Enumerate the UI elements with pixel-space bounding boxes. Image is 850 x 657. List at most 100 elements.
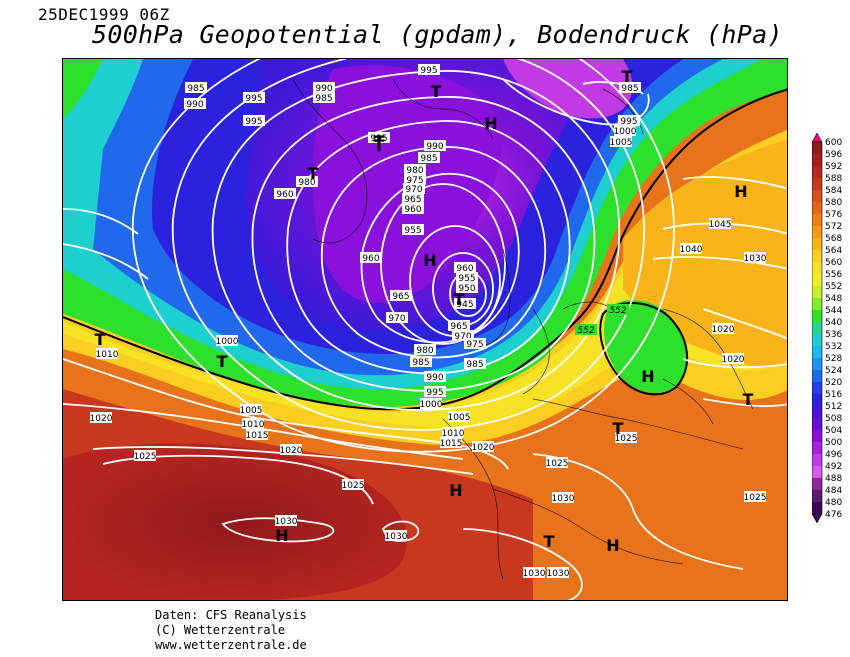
- svg-text:1020: 1020: [280, 446, 303, 456]
- legend-arrow-bottom: [811, 513, 823, 524]
- isobar-label: 1025: [744, 491, 766, 503]
- svg-text:1020: 1020: [712, 325, 735, 335]
- svg-text:990: 990: [186, 100, 203, 110]
- low-center-marker: T: [613, 419, 624, 438]
- isobar-label: 980: [404, 164, 426, 176]
- legend-tick-label: 520: [825, 378, 842, 388]
- isobar-label: 955: [402, 224, 424, 236]
- isobar-label: 1005: [610, 136, 633, 148]
- isobar-label: 975: [464, 338, 486, 350]
- low-center-marker: T: [95, 330, 106, 349]
- legend-swatch: [812, 406, 822, 418]
- legend-swatch: [812, 274, 822, 286]
- isobar-label: 1020: [472, 441, 495, 453]
- legend-swatch: [812, 178, 822, 190]
- isobar-label: 995: [418, 64, 440, 76]
- isobar-label: 945: [454, 298, 476, 310]
- svg-text:995: 995: [420, 66, 437, 76]
- isobar-label: 1025: [134, 450, 156, 462]
- isobar-label: 960: [360, 252, 382, 264]
- isobar-label: 1000: [614, 125, 637, 137]
- legend-tick-label: 484: [825, 486, 842, 496]
- legend-tick-label: 568: [825, 234, 842, 244]
- legend-tick-label: 540: [825, 318, 842, 328]
- isobar-label: 1020: [722, 353, 745, 365]
- isobar-label: 995: [368, 132, 390, 144]
- low-center-marker: T: [454, 290, 465, 309]
- svg-text:980: 980: [298, 178, 315, 188]
- svg-text:1005: 1005: [610, 138, 633, 148]
- svg-text:975: 975: [406, 176, 423, 186]
- legend-tick-label: 476: [825, 510, 842, 520]
- svg-text:990: 990: [315, 84, 332, 94]
- svg-text:1005: 1005: [240, 406, 263, 416]
- svg-text:965: 965: [450, 322, 467, 332]
- legend-tick-label: 556: [825, 270, 842, 280]
- svg-text:1000: 1000: [614, 127, 637, 137]
- legend-tick-label: 480: [825, 498, 842, 508]
- isobar-label: 1030: [552, 492, 575, 504]
- svg-text:1040: 1040: [680, 245, 703, 255]
- footer: Daten: CFS Reanalysis (C) Wetterzentrale…: [155, 608, 307, 653]
- svg-text:985: 985: [187, 84, 204, 94]
- legend-swatch: [812, 502, 822, 514]
- svg-text:1025: 1025: [342, 481, 365, 491]
- isobar-label: 965: [402, 193, 424, 205]
- isobar-label: 1030: [275, 515, 298, 527]
- legend-swatch: [812, 358, 822, 370]
- isobar-label: 960: [402, 203, 424, 215]
- legend-tick-label: 592: [825, 162, 842, 172]
- svg-text:975: 975: [466, 340, 483, 350]
- isobar-label: 1045: [709, 218, 731, 230]
- legend-swatch: [812, 490, 822, 502]
- low-center-marker: T: [622, 67, 633, 86]
- svg-text:1000: 1000: [216, 337, 239, 347]
- legend-tick-label: 500: [825, 438, 842, 448]
- isobar-label: 1020: [90, 412, 113, 424]
- legend-swatch: [812, 286, 822, 298]
- isobar-label: 975: [404, 174, 426, 186]
- high-center-marker: H: [449, 481, 462, 500]
- footer-url: www.wetterzentrale.de: [155, 638, 307, 652]
- svg-text:1020: 1020: [90, 414, 113, 424]
- svg-text:1030: 1030: [552, 494, 575, 504]
- isobar-label: 985: [418, 152, 440, 164]
- isobar-label: 970: [403, 183, 425, 195]
- isobar-label: 1025: [546, 457, 568, 469]
- isobar-label: 1025: [342, 479, 365, 491]
- svg-text:995: 995: [245, 94, 262, 104]
- isobar-label: 985: [185, 82, 207, 94]
- legend-swatch: [812, 250, 822, 262]
- pressure-labels: 960 955 950 945 960 955 960 965 970 965 …: [90, 64, 767, 579]
- isobar-label: 1020: [280, 444, 303, 456]
- svg-text:960: 960: [404, 205, 421, 215]
- svg-text:1030: 1030: [275, 517, 298, 527]
- legend-swatch: [812, 262, 822, 274]
- isobar-label: 1030: [385, 530, 408, 542]
- isobar-label: 1020: [712, 323, 735, 335]
- svg-text:1000: 1000: [420, 400, 443, 410]
- svg-text:552: 552: [609, 306, 626, 316]
- legend-swatch: [812, 454, 822, 466]
- field-east-yellow: [623, 139, 787, 368]
- legend-tick-label: 504: [825, 426, 842, 436]
- legend-swatch: [812, 310, 822, 322]
- svg-text:1020: 1020: [472, 443, 495, 453]
- legend-swatch: [812, 190, 822, 202]
- svg-text:965: 965: [392, 292, 409, 302]
- high-center-marker: H: [606, 536, 619, 555]
- svg-text:980: 980: [406, 166, 423, 176]
- legend-swatch: [812, 370, 822, 382]
- svg-text:1010: 1010: [242, 420, 265, 430]
- isobar-label: 990: [313, 82, 335, 94]
- isobar-label: 1030: [523, 567, 546, 579]
- map-title: 500hPa Geopotential (gpdam), Bodendruck …: [92, 20, 783, 49]
- svg-text:1005: 1005: [448, 413, 471, 423]
- svg-text:945: 945: [456, 300, 473, 310]
- isobar-label: 955: [456, 272, 478, 284]
- svg-text:1030: 1030: [385, 532, 408, 542]
- legend-swatch: [812, 418, 822, 430]
- legend-swatch: [812, 346, 822, 358]
- legend-swatch: [812, 238, 822, 250]
- isobar-label: 985: [313, 92, 335, 104]
